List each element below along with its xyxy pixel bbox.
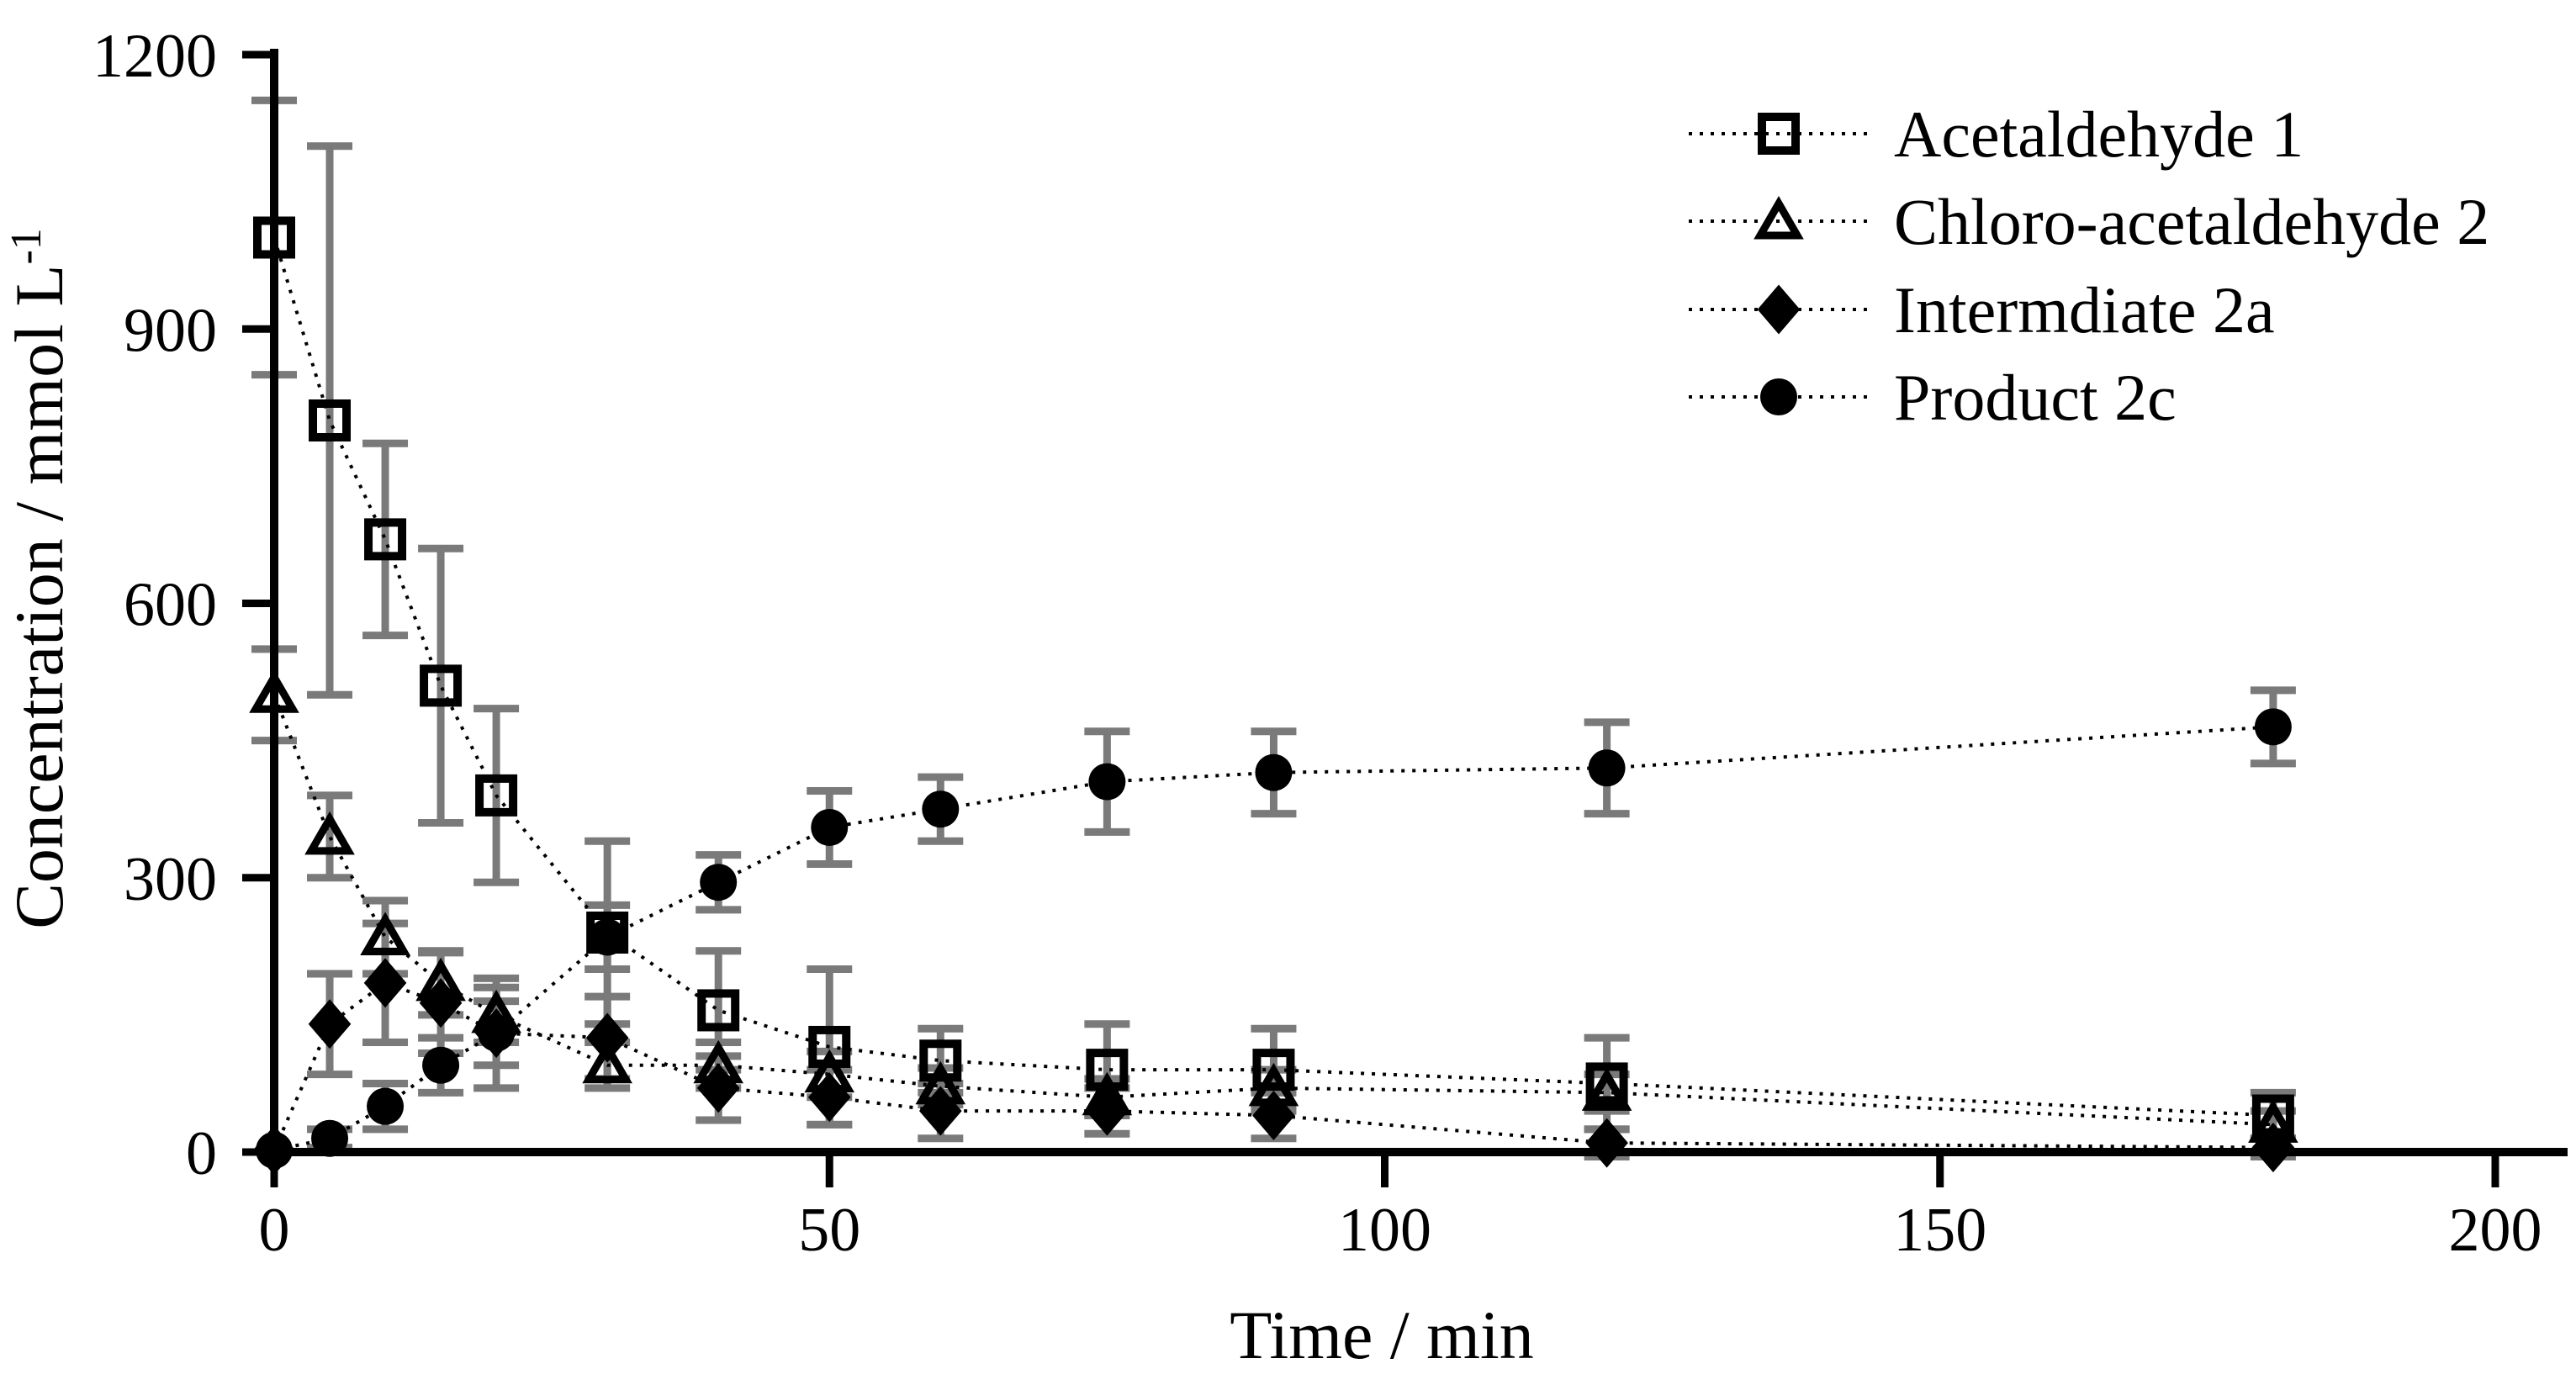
marker-square [420,664,463,707]
marker-circle [478,1014,516,1052]
marker-diamond [696,1063,740,1113]
marker-circle [311,1119,349,1157]
marker-circle [1588,749,1626,787]
marker-square [475,774,518,817]
marker-circle [1088,763,1126,801]
marker-circle [367,1087,405,1125]
series-acetaldehyde-1 [253,216,2294,1137]
y-tick-label: 600 [124,571,217,640]
marker-triangle [582,1039,632,1084]
marker-circle [422,1046,460,1084]
marker-circle [700,864,738,901]
x-tick-label: 0 [259,1196,290,1265]
y-axis-title: Concentration / mmol L-1 [1,228,77,929]
legend-item-acetaldehyde-1: Acetaldehyde 1 [1689,98,2304,171]
x-axis-title: Time / min [1230,1297,1534,1373]
marker-square [1585,1062,1628,1105]
legend-marker-circle [1760,378,1797,415]
legend-label: Intermdiate 2a [1894,273,2275,346]
x-tick-label: 150 [1893,1196,1986,1265]
y-axis-title-superscript: -1 [3,228,50,264]
marker-diamond [1086,1086,1129,1136]
marker-circle [2254,708,2292,746]
x-tick-label: 200 [2449,1196,2542,1265]
marker-circle [811,808,849,846]
marker-square [919,1039,962,1082]
marker-diamond [308,999,352,1049]
legend-label: Product 2c [1894,361,2177,434]
y-tick-label: 0 [186,1119,217,1188]
marker-diamond [807,1072,851,1123]
marker-diamond [419,978,463,1028]
marker-square [364,518,407,561]
error-bars-layer [251,96,2296,1160]
legend-item-intermdiate-2a: Intermdiate 2a [1689,273,2275,346]
marker-diamond [363,958,407,1008]
marker-diamond [2251,1123,2295,1173]
marker-circle [1255,753,1293,791]
marker-circle [589,918,627,956]
legend-marker-diamond [1757,284,1801,335]
x-tick-label: 50 [798,1196,860,1265]
axes-layer: 0 300 600 900 1200 0 50 100 150 200 [93,22,2568,1265]
legend-item-product-2c: Product 2c [1689,361,2177,434]
y-tick-label: 900 [124,296,217,365]
x-tick-label: 100 [1338,1196,1431,1265]
y-tick-label: 1200 [93,22,217,91]
series-layer [249,216,2298,1176]
marker-triangle [1581,1067,1632,1111]
legend-item-chloro-acetaldehyde-2: Chloro-acetaldehyde 2 [1689,185,2489,258]
marker-triangle [360,912,410,955]
legend-marker-square [1758,113,1800,155]
marker-diamond [918,1086,962,1136]
legend-marker-triangle [1753,196,1804,240]
y-tick-label: 300 [124,845,217,914]
series-product-2c [256,708,2292,1169]
marker-square [309,399,352,441]
legend-label: Chloro-acetaldehyde 2 [1894,185,2489,258]
legend: Acetaldehyde 1 Chloro-acetaldehyde 2 Inter… [1689,98,2489,434]
marker-triangle [304,811,355,855]
marker-diamond [585,1012,629,1063]
marker-square [697,989,740,1032]
marker-diamond [1252,1090,1295,1141]
marker-circle [922,790,960,828]
legend-label: Acetaldehyde 1 [1894,98,2304,171]
